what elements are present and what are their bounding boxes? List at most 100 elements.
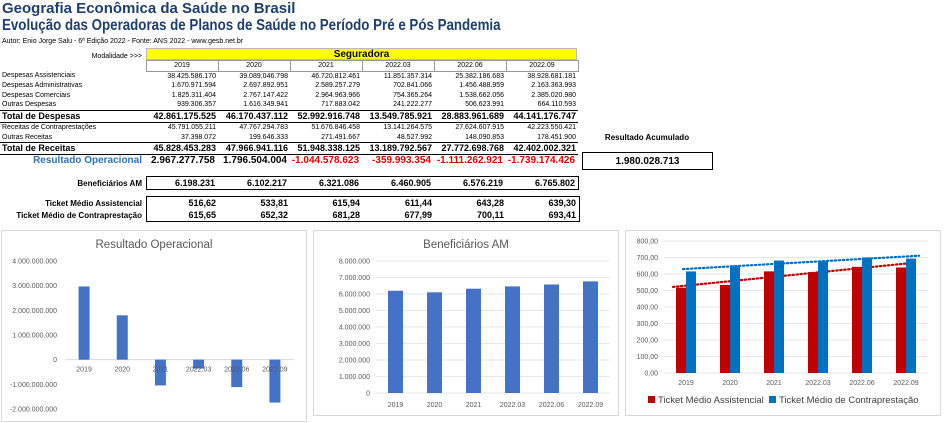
- resultado-acumulado-label: Resultado Acumulado: [604, 133, 690, 142]
- chart-resultado-operacional: Resultado Operacional -2.000.000.000 -1.0…: [1, 230, 307, 422]
- bar-assistencial: [808, 272, 818, 373]
- row-value: 271.491.667: [321, 133, 360, 141]
- ticket-contraprestacao-label: Ticket Médio de Contraprestação: [16, 211, 142, 220]
- resultado-operacional-values: 2.967.277.758 1.796.504.004 -1.044.578.623…: [146, 152, 578, 170]
- row-value: 13.549.785.921: [362, 109, 434, 123]
- row-value: 46.720.812.461: [311, 72, 360, 80]
- row-value: 2.385.020.980: [531, 91, 576, 99]
- beneficiarios-value: 6.102.217: [246, 178, 287, 188]
- ticket-assistencial-label: Ticket Médio Assistencial: [45, 199, 142, 208]
- y-tick-label: 5.000.000: [339, 308, 370, 315]
- chart1-svg: -2.000.000.000 -1.000.000.000 0 1.000.000.0…: [10, 259, 294, 414]
- x-tick-label: 2019: [678, 380, 694, 387]
- table-row: Despesas Assistenciais 38.425.586.170 39.0…: [0, 71, 578, 81]
- ticket-values: 516,62 533,81 615,94 611,44 643,28 639,30 615,…: [146, 196, 580, 222]
- resultado-acumulado-value: 1.980.028.713: [582, 152, 713, 170]
- y-tick-label: 700,00: [637, 255, 659, 262]
- table-row: Outras Receitas 37.398.072 199.646.333 271.…: [0, 133, 578, 143]
- row-label: Outras Despesas: [2, 101, 57, 109]
- table-row: Despesas Comerciais 1.825.311.404 2.767.14…: [0, 91, 578, 101]
- bar: [193, 359, 205, 369]
- row-value: 148.090.853: [465, 133, 504, 141]
- y-tick-label: 800,00: [637, 239, 659, 246]
- resultado-operacional-label: Resultado Operacional: [33, 155, 142, 166]
- x-tick-label: 2022.06: [539, 402, 564, 409]
- x-tick-label: 2022.06: [224, 367, 249, 374]
- total-receitas-row: Total de Receitas 45.828.453.283 47.966.94…: [0, 142, 578, 156]
- row-value: 51.948.338.125: [290, 142, 362, 156]
- y-tick-label: 1.000.000: [339, 374, 370, 381]
- row-label: Outras Receitas: [2, 133, 53, 141]
- bar: [231, 359, 243, 388]
- x-tick-label: 2021: [766, 380, 782, 387]
- table-header: 2019 2020 2021 2022.03 2022.06 2022.09: [0, 60, 579, 72]
- row-value: 45.791.055.211: [167, 123, 216, 131]
- row-value: 13.189.792.567: [362, 142, 434, 156]
- column-header: 2019: [145, 60, 219, 72]
- header-blank: [0, 61, 146, 72]
- y-tick-label: 0: [53, 357, 57, 364]
- x-tick-label: 2022.06: [849, 380, 874, 387]
- row-value: 2.767.147.422: [243, 91, 288, 99]
- row-value: 199.646.333: [249, 133, 288, 141]
- bar-contraprestacao: [862, 257, 872, 373]
- row-label: Despesas Administrativas: [2, 82, 83, 90]
- table-row: Despesas Administrativas 1.670.971.594 2.6…: [0, 81, 578, 91]
- column-header: 2021: [289, 60, 363, 72]
- table-row: Receitas de Contraprestações 45.791.055.2…: [0, 122, 578, 132]
- row-value: 241.222.277: [393, 101, 432, 109]
- bar: [583, 281, 598, 393]
- beneficiarios-values: 6.198.231 6.102.217 6.321.086 6.460.905 6.57…: [146, 176, 579, 190]
- row-value: 42.861.175.525: [146, 109, 218, 123]
- resultado-operacional-value: -359.993.354: [372, 155, 431, 166]
- legend-swatch: [769, 396, 776, 403]
- column-header: 2022.06: [433, 60, 507, 72]
- modalidade-value[interactable]: Seguradora: [146, 48, 577, 60]
- total-despesas-row: Total de Despesas 42.861.175.525 46.170.43…: [0, 109, 578, 123]
- x-tick-label: 2020: [427, 402, 443, 409]
- row-value: 28.883.961.689: [434, 109, 506, 123]
- row-value: 27.624.607.915: [455, 123, 504, 131]
- row-value: 1.825.311.404: [171, 91, 216, 99]
- bar-assistencial: [720, 284, 730, 373]
- row-value: 27.772.698.768: [434, 142, 506, 156]
- y-tick-label: 1.000.000.000: [12, 333, 57, 340]
- row-value: 2.163.363.993: [531, 82, 576, 90]
- row-value: 52.992.916.748: [290, 109, 362, 123]
- row-label: Total de Receitas: [0, 142, 146, 156]
- row-value: 2.589.257.279: [315, 82, 360, 90]
- bar: [388, 290, 403, 393]
- row-value: 1.616.349.941: [243, 101, 288, 109]
- ticket-contraprestacao-value: 693,41: [548, 210, 576, 220]
- bar-contraprestacao: [818, 261, 828, 373]
- x-tick-label: 2020: [722, 380, 738, 387]
- ticket-assistencial-value: 615,94: [332, 198, 360, 208]
- chart1-title: Resultado Operacional: [95, 239, 213, 251]
- y-tick-label: 600,00: [637, 272, 659, 279]
- row-value: 1.538.662.056: [459, 91, 504, 99]
- y-tick-label: 3.000.000.000: [12, 283, 57, 290]
- x-tick-label: 2021: [153, 367, 169, 374]
- y-tick-label: 0,00: [644, 371, 658, 378]
- table-row: Outras Despesas 939.306.357 1.616.349.941 7…: [0, 100, 578, 110]
- beneficiarios-value: 6.765.802: [534, 178, 575, 188]
- ticket-assistencial-value: 611,44: [404, 198, 432, 208]
- y-tick-label: 100,00: [637, 354, 659, 361]
- bar-contraprestacao: [686, 271, 696, 373]
- ticket-assistencial-value: 643,28: [476, 198, 504, 208]
- chart2-title: Beneficiários AM: [423, 239, 509, 251]
- row-label: Despesas Assistenciais: [2, 72, 76, 80]
- row-value: 506.623.991: [465, 101, 504, 109]
- row-value: 39.089.046.798: [239, 72, 288, 80]
- row-value: 717.883.042: [321, 101, 360, 109]
- row-value: 754.365.264: [393, 91, 432, 99]
- y-tick-label: 4.000.000.000: [12, 259, 57, 266]
- x-tick-label: 2022.09: [893, 380, 918, 387]
- ticket-assistencial-value: 533,81: [260, 198, 288, 208]
- x-tick-label: 2020: [114, 367, 130, 374]
- x-tick-label: 2022.03: [500, 402, 525, 409]
- chart-tickets: 0,00 100,00 200,00 300,00 400,00 500,00 600,00…: [625, 230, 941, 416]
- bar: [269, 359, 281, 403]
- bar: [427, 292, 442, 393]
- page-title: Geografia Econômica da Saúde no Brasil: [2, 0, 296, 17]
